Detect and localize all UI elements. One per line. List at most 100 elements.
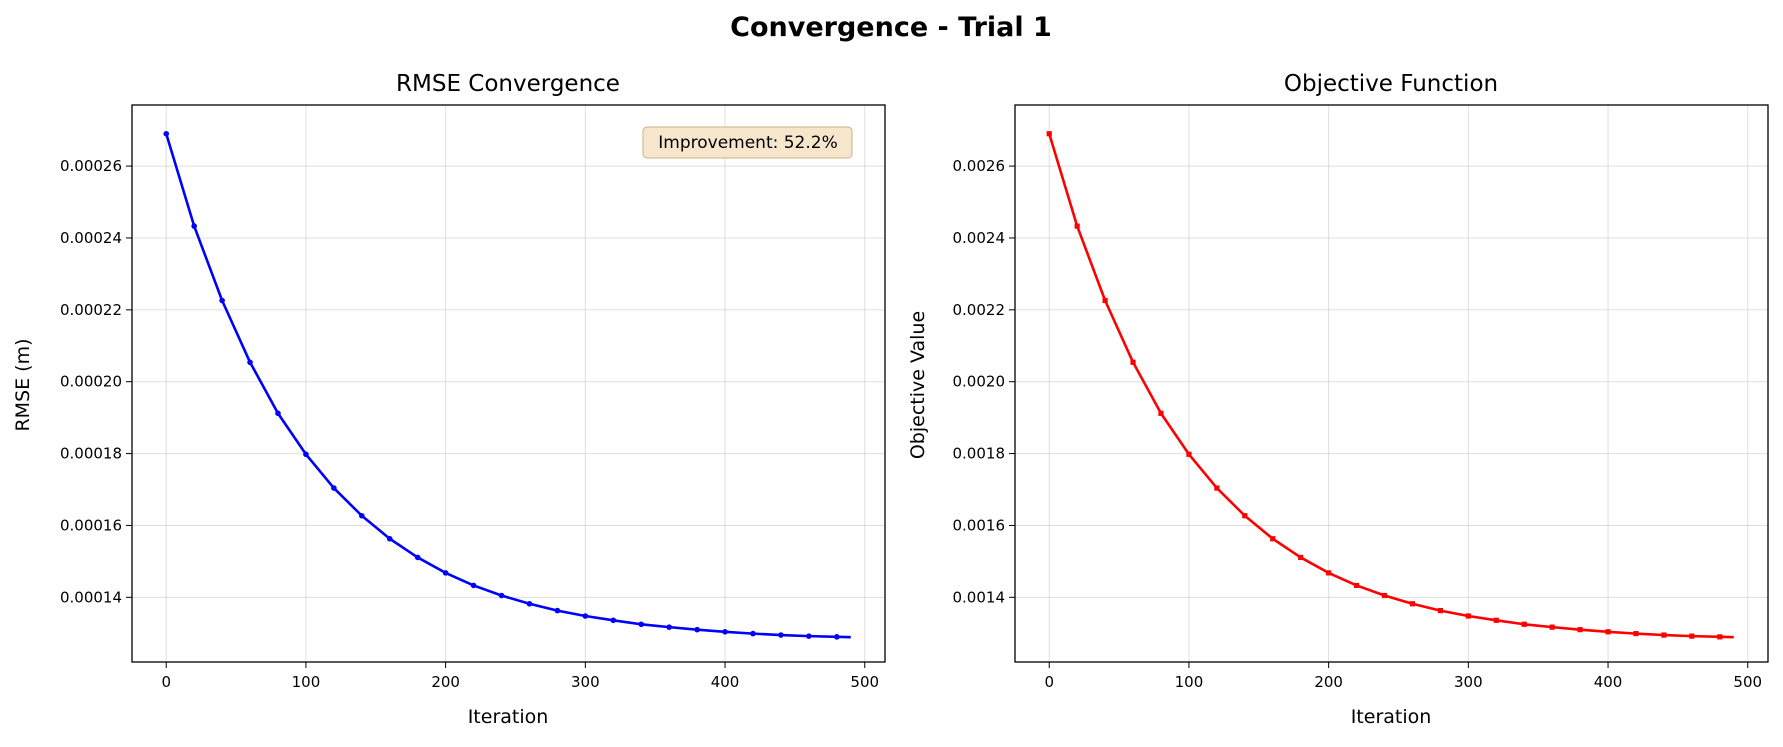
rmse-data-point — [610, 617, 617, 624]
objective-data-point — [1465, 613, 1471, 619]
rmse-x-tick-label: 300 — [571, 673, 600, 691]
rmse-series — [163, 130, 851, 640]
objective-data-point — [1577, 627, 1583, 633]
annotation-text: Improvement: 52.2% — [658, 133, 838, 153]
objective-data-point — [1549, 624, 1555, 630]
rmse-chart-title: RMSE Convergence — [396, 71, 620, 97]
objective-data-point — [1242, 513, 1248, 519]
objective-x-tick-label: 0 — [1044, 673, 1054, 691]
objective-data-point — [1521, 621, 1527, 627]
objective-y-tick-label: 0.0020 — [953, 373, 1006, 391]
rmse-y-tick-label: 0.00020 — [60, 373, 122, 391]
rmse-data-point — [498, 592, 505, 599]
rmse-ticks: 0 100 200 300 400 500 0.00014 0.00016 0.00018 0.0… — [60, 157, 879, 691]
rmse-data-point — [303, 451, 309, 458]
rmse-x-tick-label: 0 — [161, 673, 171, 691]
objective-data-point — [1717, 634, 1723, 640]
rmse-y-tick-label: 0.00022 — [60, 301, 122, 319]
rmse-data-point — [163, 130, 170, 137]
rmse-x-tick-label: 100 — [292, 673, 321, 691]
rmse-x-axis-label: Iteration — [468, 706, 549, 728]
rmse-data-point — [526, 600, 533, 607]
objective-data-point — [1381, 592, 1388, 599]
rmse-y-tick-label: 0.00016 — [60, 516, 122, 534]
rmse-data-point — [750, 630, 756, 637]
rmse-x-tick-label: 200 — [431, 673, 460, 691]
rmse-improvement-annotation: Improvement: 52.2% — [642, 126, 853, 159]
objective-data-point — [1046, 131, 1052, 137]
rmse-data-point — [470, 582, 477, 589]
rmse-data-point — [834, 634, 840, 640]
objective-data-point — [1409, 601, 1416, 607]
objective-data-point — [1298, 554, 1304, 561]
rmse-chart: RMSE Convergence Iteration RMSE (m) 0 100… — [12, 71, 886, 728]
objective-data-point — [1689, 633, 1695, 639]
rmse-y-tick-label: 0.00018 — [60, 445, 122, 463]
rmse-data-point — [806, 633, 812, 639]
rmse-y-axis-label: RMSE (m) — [12, 338, 34, 431]
objective-data-point — [1158, 410, 1164, 416]
objective-y-tick-label: 0.0014 — [953, 588, 1006, 606]
rmse-data-point — [442, 570, 449, 576]
objective-ticks: 0 100 200 300 400 500 0.0014 0.0016 0.0018 0.0020… — [953, 157, 1763, 691]
rmse-data-point — [331, 485, 337, 491]
rmse-data-point — [359, 512, 365, 519]
rmse-data-point — [582, 613, 589, 619]
objective-data-point — [1130, 359, 1136, 365]
objective-data-point — [1661, 632, 1667, 638]
rmse-data-point — [219, 297, 225, 304]
objective-data-point — [1102, 297, 1108, 304]
objective-data-point — [1605, 629, 1611, 635]
rmse-data-point — [554, 607, 561, 614]
figure-title: Convergence - Trial 1 — [730, 12, 1052, 43]
objective-data-point — [1633, 631, 1639, 637]
objective-x-tick-label: 200 — [1314, 673, 1343, 691]
objective-grid — [1015, 105, 1768, 662]
rmse-y-tick-label: 0.00014 — [60, 588, 122, 606]
objective-x-tick-label: 400 — [1594, 673, 1623, 691]
annotation-box — [642, 126, 853, 159]
rmse-y-tick-label: 0.00026 — [60, 157, 122, 175]
objective-x-tick-label: 500 — [1733, 673, 1762, 691]
rmse-x-tick-label: 500 — [850, 673, 879, 691]
rmse-data-point — [247, 359, 253, 366]
rmse-data-point — [386, 535, 393, 542]
objective-x-tick-label: 100 — [1175, 673, 1204, 691]
objective-y-tick-label: 0.0016 — [953, 516, 1006, 534]
objective-series-line — [1047, 133, 1734, 639]
objective-data-point — [1353, 582, 1360, 589]
objective-y-axis-label: Objective Value — [907, 311, 929, 459]
rmse-data-point — [275, 410, 281, 417]
objective-y-tick-label: 0.0018 — [953, 445, 1006, 463]
rmse-data-point — [191, 223, 197, 229]
objective-data-point — [1437, 608, 1443, 614]
objective-plot-frame — [1014, 104, 1769, 663]
rmse-data-point — [414, 554, 421, 561]
rmse-data-point — [778, 632, 784, 638]
rmse-x-tick-label: 400 — [711, 673, 740, 691]
rmse-data-point — [722, 629, 728, 635]
objective-data-point — [1186, 451, 1192, 457]
objective-data-point — [1326, 570, 1332, 576]
objective-y-tick-label: 0.0026 — [953, 157, 1006, 175]
objective-x-axis-label: Iteration — [1351, 706, 1432, 728]
objective-x-tick-label: 300 — [1454, 673, 1483, 691]
objective-y-tick-label: 0.0022 — [953, 301, 1006, 319]
rmse-data-point — [666, 624, 672, 630]
objective-chart: Objective Function Iteration Objective V… — [907, 71, 1769, 728]
rmse-data-point — [694, 626, 700, 633]
objective-data-point — [1493, 617, 1499, 623]
rmse-grid — [132, 105, 885, 662]
objective-data-point — [1270, 536, 1276, 542]
rmse-data-point — [638, 621, 645, 628]
objective-data-point — [1074, 223, 1080, 229]
rmse-series-line — [164, 133, 851, 639]
rmse-y-tick-label: 0.00024 — [60, 229, 122, 247]
objective-y-tick-label: 0.0024 — [953, 229, 1006, 247]
objective-series — [1046, 131, 1734, 640]
rmse-plot-frame — [131, 104, 886, 663]
objective-data-point — [1214, 485, 1220, 491]
objective-chart-title: Objective Function — [1284, 71, 1498, 97]
